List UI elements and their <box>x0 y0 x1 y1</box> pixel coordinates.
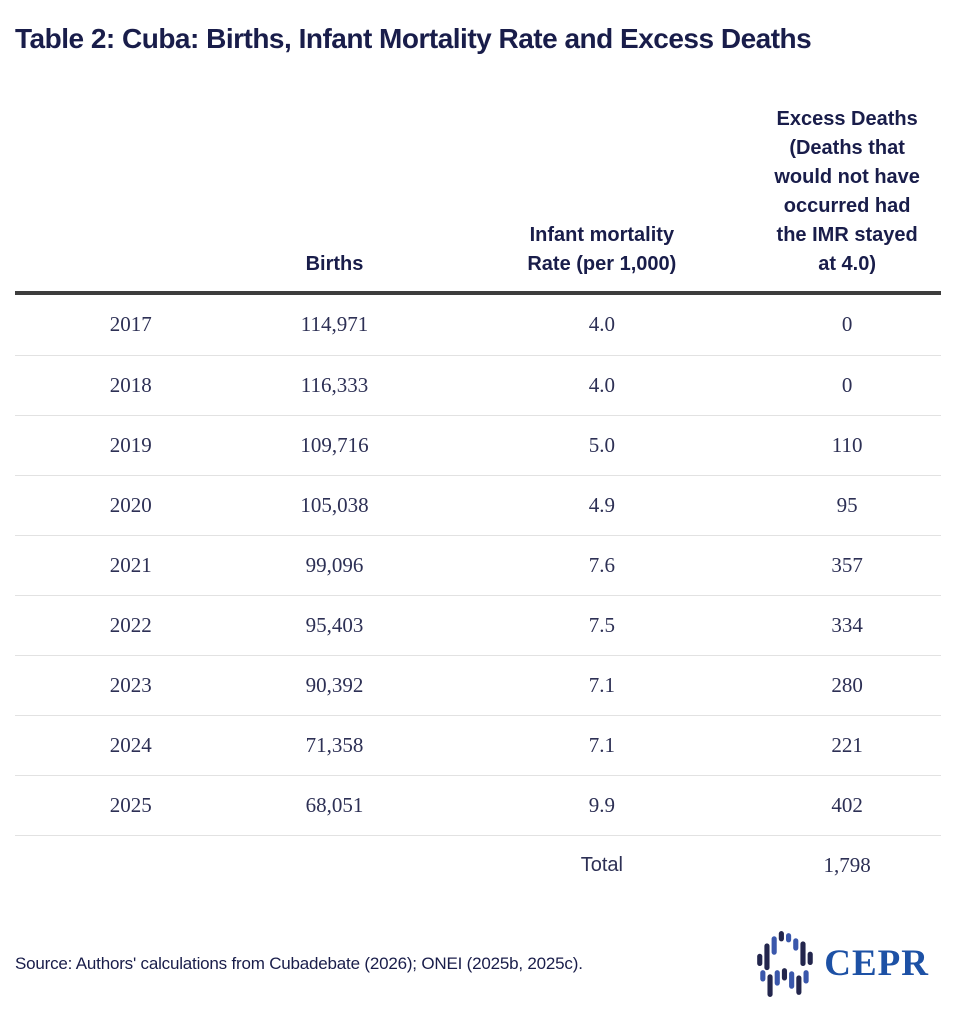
births-cell: 95,403 <box>305 612 364 637</box>
cepr-brand: CEPR <box>757 929 941 999</box>
imr-cell: 5.0 <box>588 432 615 457</box>
header-excess-deaths: Excess Deaths (Deaths that would not hav… <box>774 107 920 275</box>
excess-cell: 110 <box>831 432 863 457</box>
figure-footer: Source: Authors' calculations from Cubad… <box>15 929 941 999</box>
table-row: 2018 116,333 4.0 0 <box>15 354 941 415</box>
table-row: 2017 114,971 4.0 0 <box>15 295 941 355</box>
cepr-logo-text: CEPR <box>824 943 929 985</box>
excess-cell: 0 <box>841 372 853 397</box>
births-cell: 99,096 <box>305 552 364 577</box>
births-cell: 109,716 <box>300 432 369 457</box>
births-cell: 90,392 <box>305 672 364 697</box>
year-cell: 2021 <box>109 552 152 577</box>
table-row: 2021 99,096 7.6 357 <box>15 534 941 595</box>
births-cell: 114,971 <box>300 312 369 337</box>
data-table: Births Infant mortality Rate (per 1,000)… <box>15 105 941 895</box>
imr-cell: 7.5 <box>588 612 615 637</box>
table-row: 2023 90,392 7.1 280 <box>15 654 941 715</box>
excess-cell: 357 <box>831 552 863 577</box>
imr-cell: 4.0 <box>588 312 615 337</box>
excess-cell: 334 <box>831 612 863 637</box>
source-note: Source: Authors' calculations from Cubad… <box>15 953 583 973</box>
imr-cell: 7.6 <box>588 552 615 577</box>
header-births: Births <box>305 252 364 275</box>
year-cell: 2017 <box>109 312 152 337</box>
table-row: 2024 71,358 7.1 221 <box>15 714 941 775</box>
table-total-row: Total 1,798 <box>15 834 941 895</box>
cepr-ring-bars-icon <box>757 930 814 997</box>
imr-cell: 7.1 <box>588 672 615 697</box>
excess-cell: 95 <box>836 492 858 517</box>
total-value: 1,798 <box>823 852 871 877</box>
year-cell: 2019 <box>109 432 152 457</box>
year-cell: 2025 <box>109 792 152 817</box>
imr-cell: 7.1 <box>588 732 615 757</box>
total-label: Total <box>580 853 623 876</box>
table-header-row: Births Infant mortality Rate (per 1,000)… <box>15 105 941 295</box>
births-cell: 68,051 <box>305 792 364 817</box>
excess-cell: 0 <box>841 312 853 337</box>
imr-cell: 4.0 <box>588 372 615 397</box>
year-cell: 2023 <box>109 672 152 697</box>
excess-cell: 221 <box>831 732 863 757</box>
table-row: 2022 95,403 7.5 334 <box>15 594 941 655</box>
year-cell: 2024 <box>109 732 152 757</box>
births-cell: 71,358 <box>305 732 364 757</box>
year-cell: 2018 <box>109 372 152 397</box>
imr-cell: 4.9 <box>588 492 615 517</box>
table-row: 2019 109,716 5.0 110 <box>15 414 941 475</box>
excess-cell: 402 <box>831 792 863 817</box>
table-row: 2025 68,051 9.9 402 <box>15 774 941 835</box>
births-cell: 105,038 <box>300 492 369 517</box>
header-infant-mortality-rate: Infant mortality Rate (per 1,000) <box>527 223 677 275</box>
table-title: Table 2: Cuba: Births, Infant Mortality … <box>15 23 812 54</box>
table-row: 2020 105,038 4.9 95 <box>15 474 941 535</box>
year-cell: 2022 <box>109 612 152 637</box>
births-cell: 116,333 <box>300 372 369 397</box>
imr-cell: 9.9 <box>588 792 615 817</box>
year-cell: 2020 <box>109 492 152 517</box>
excess-cell: 280 <box>831 672 863 697</box>
